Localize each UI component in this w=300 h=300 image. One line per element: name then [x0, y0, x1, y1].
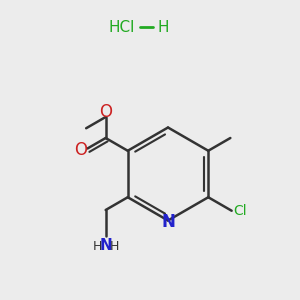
Text: H: H — [110, 239, 119, 253]
Text: H: H — [158, 20, 169, 34]
Text: N: N — [99, 238, 112, 253]
Text: H: H — [93, 239, 102, 253]
Text: N: N — [161, 213, 175, 231]
Text: O: O — [99, 103, 112, 121]
Text: HCl: HCl — [109, 20, 135, 34]
Text: O: O — [74, 141, 87, 159]
Text: Cl: Cl — [233, 204, 247, 218]
